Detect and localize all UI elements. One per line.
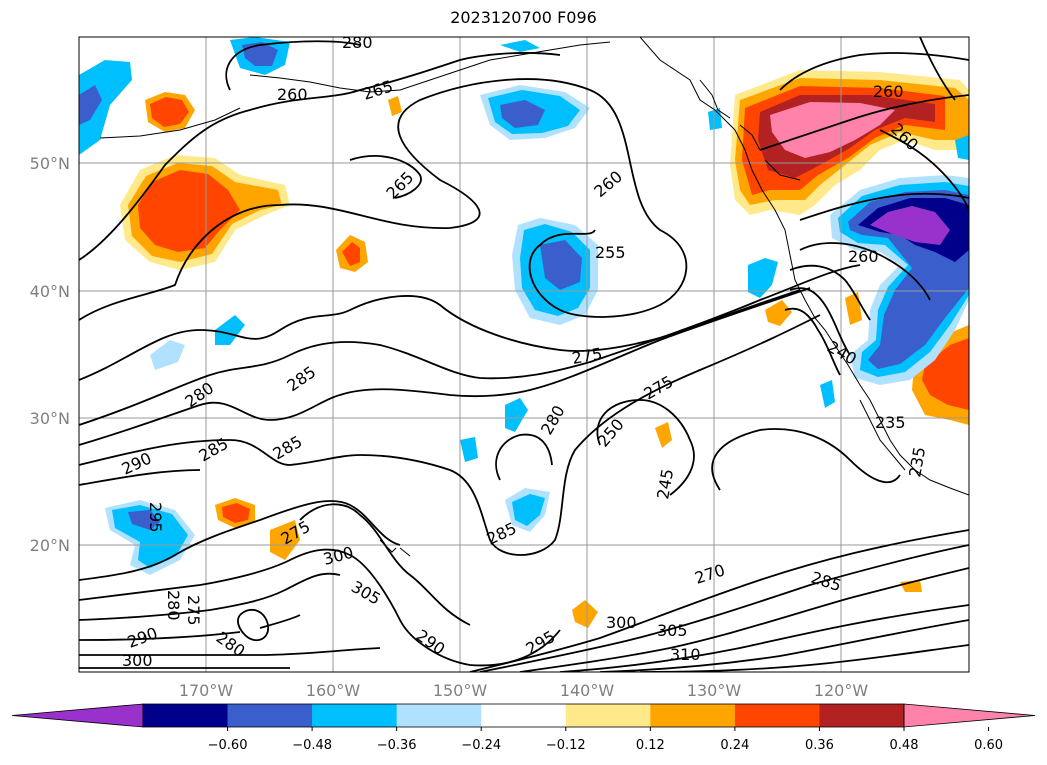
colorbar-segment bbox=[396, 704, 482, 727]
colorbar-tick-label: −0.48 bbox=[292, 738, 332, 753]
colorbar: −0.60 −0.48 −0.36 −0.24 −0.12 0.12 0.24 0.36 0.4… bbox=[11, 703, 1036, 753]
contour-label: 280 bbox=[342, 33, 373, 52]
map-title: 2023120700 F096 bbox=[450, 8, 597, 27]
colorbar-segment bbox=[143, 704, 228, 727]
negative-anomaly-shading bbox=[79, 37, 969, 575]
contour-label: 310 bbox=[670, 645, 701, 664]
contour-label: 300 bbox=[122, 651, 153, 670]
lon-label-160w: 160°W bbox=[306, 681, 361, 700]
lon-label-150w: 150°W bbox=[433, 681, 488, 700]
contour-label: 305 bbox=[657, 621, 688, 640]
contour-label: 260 bbox=[873, 82, 904, 101]
colorbar-segment bbox=[734, 704, 820, 727]
lon-label-170w: 170°W bbox=[179, 681, 234, 700]
colorbar-segment bbox=[227, 704, 313, 727]
map-panel: 260 265 265 260 255 260 260 260 275 280 … bbox=[79, 33, 969, 672]
lat-label-30n: 30°N bbox=[30, 409, 70, 428]
colorbar-segment bbox=[819, 704, 905, 727]
latitude-labels: 50°N 40°N 30°N 20°N bbox=[30, 154, 70, 555]
colorbar-outline bbox=[142, 703, 905, 728]
colorbar-tick-label: 0.24 bbox=[720, 738, 749, 753]
lat-label-40n: 40°N bbox=[30, 282, 70, 301]
contour-label: 300 bbox=[606, 613, 637, 632]
colorbar-extend-max bbox=[903, 703, 1036, 728]
map-frame bbox=[78, 36, 970, 673]
longitude-labels: 170°W 160°W 150°W 140°W 130°W 120°W bbox=[179, 681, 869, 700]
colorbar-tick-label: −0.36 bbox=[377, 738, 417, 753]
colorbar-segment bbox=[481, 704, 567, 727]
colorbar-tick-label: −0.60 bbox=[208, 738, 248, 753]
colorbar-tick-label: 0.36 bbox=[805, 738, 834, 753]
colorbar-segment bbox=[650, 704, 736, 727]
contour-label: 260 bbox=[848, 247, 879, 266]
colorbar-segment bbox=[312, 704, 397, 727]
colorbar-tick-label: −0.12 bbox=[546, 738, 586, 753]
lon-label-130w: 130°W bbox=[687, 681, 742, 700]
lat-label-50n: 50°N bbox=[30, 154, 70, 173]
contour-label: 295 bbox=[146, 502, 165, 533]
contour-label: 235 bbox=[875, 413, 906, 432]
lon-label-140w: 140°W bbox=[560, 681, 615, 700]
colorbar-segment bbox=[565, 704, 651, 727]
contour-label: 275 bbox=[184, 595, 203, 626]
height-contours bbox=[79, 37, 969, 672]
colorbar-tick-label: 0.60 bbox=[974, 738, 1003, 753]
colorbar-extend-min bbox=[11, 703, 144, 728]
colorbar-tick-label: 0.48 bbox=[890, 738, 919, 753]
lon-label-120w: 120°W bbox=[814, 681, 869, 700]
contour-label: 280 bbox=[164, 590, 183, 621]
positive-anomaly-shading bbox=[120, 70, 969, 628]
colorbar-tick-label: −0.24 bbox=[461, 738, 501, 753]
contour-label: 255 bbox=[595, 243, 626, 262]
colorbar-tick-label: 0.12 bbox=[636, 738, 665, 753]
lat-label-20n: 20°N bbox=[30, 536, 70, 555]
contour-label: 260 bbox=[277, 85, 308, 104]
